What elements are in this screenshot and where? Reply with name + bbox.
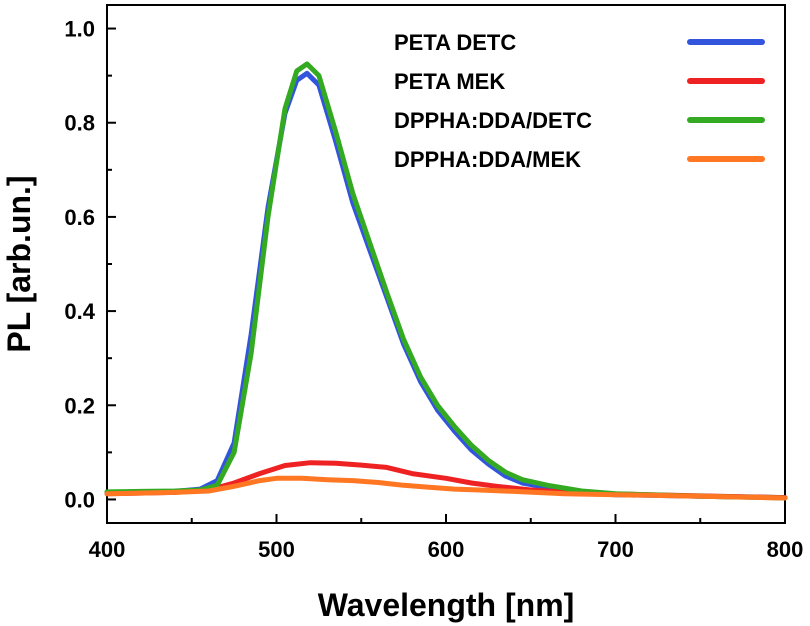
x-tick-label: 400 — [89, 537, 126, 562]
y-tick-label: 0.4 — [64, 299, 95, 324]
y-tick-label: 0.6 — [64, 205, 95, 230]
legend-label-2: PETA MEK — [394, 69, 505, 94]
legend-label-4: DPPHA:DDA/MEK — [394, 147, 581, 172]
x-tick-label: 500 — [258, 537, 295, 562]
y-tick-label: 0.0 — [64, 487, 95, 512]
legend-label-3: DPPHA:DDA/DETC — [394, 108, 592, 133]
axis-ticks: 400 500 600 700 800 0.0 0.2 0.4 0.6 0.8 1.0 — [64, 17, 803, 562]
x-tick-label: 700 — [597, 537, 634, 562]
legend: PETA DETC PETA MEK DPPHA:DDA/DETC DPPHA:DDA… — [394, 30, 765, 172]
y-tick-label: 1.0 — [64, 17, 95, 42]
x-tick-label: 800 — [767, 537, 804, 562]
y-tick-label: 0.8 — [64, 111, 95, 136]
series-line-3 — [104, 61, 788, 501]
series-line-4 — [104, 475, 788, 501]
x-axis-title: Wavelength [nm] — [318, 587, 575, 623]
series-lines — [104, 61, 788, 501]
y-axis-title: PL [arb.un.] — [1, 175, 37, 352]
x-tick-label: 600 — [428, 537, 465, 562]
y-tick-label: 0.2 — [64, 393, 95, 418]
series-line-1 — [104, 70, 788, 501]
legend-label-1: PETA DETC — [394, 30, 516, 55]
